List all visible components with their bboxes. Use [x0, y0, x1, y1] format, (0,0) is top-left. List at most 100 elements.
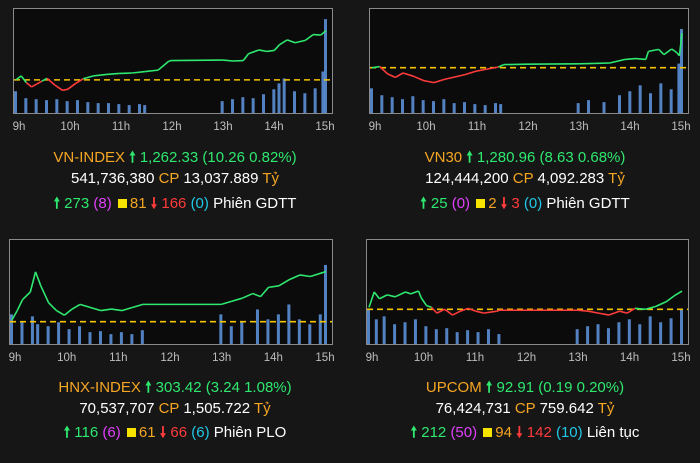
price-segment [62, 88, 68, 92]
x-tick-label: 10h [416, 121, 436, 133]
x-tick-label: 10h [413, 352, 434, 364]
price-segment [36, 80, 43, 85]
x-tick-label: 10h [57, 352, 77, 364]
volume-bar [596, 324, 600, 344]
session-label: Liên tục [586, 424, 640, 441]
square-icon [117, 199, 127, 209]
price-segment [626, 307, 636, 314]
volume-bar [677, 63, 681, 113]
x-tick-label: 11h [111, 121, 131, 133]
price-segment [394, 72, 404, 79]
volume-bar [255, 309, 259, 344]
price-segment [625, 57, 636, 61]
volume-bar [251, 98, 255, 113]
x-tick-label: 14h [619, 352, 640, 364]
price-segment [241, 292, 254, 299]
price-segment [93, 73, 107, 77]
panel-hnx-index: 9h 10h 11h 12h 13h 14h 15h HNX-INDEX 🠕 303.42 … [0, 231, 350, 463]
price-segment [15, 75, 22, 81]
x-tick-label: 13h [568, 352, 588, 364]
price-segment [299, 274, 311, 278]
arrow-up-icon: 🠕 [485, 379, 493, 396]
index-summary: VN-INDEX 🠕 1,262.33 (10.26 0.82%) [0, 147, 350, 172]
price-segment [371, 65, 380, 69]
arrow-up-icon: 🠕 [145, 379, 152, 396]
volume-bar [411, 96, 415, 113]
price-segment [25, 81, 33, 88]
volume-bar [659, 322, 663, 344]
volume-bar [78, 326, 82, 344]
ceiling-count: (0) [451, 195, 471, 212]
volume-bar [229, 326, 233, 344]
chart-plot [369, 8, 689, 114]
unit-label: Tỷ [608, 170, 625, 187]
volume-bar [98, 331, 102, 344]
cp-label: CP [512, 170, 534, 187]
volume-bar [36, 324, 40, 344]
volume-bar [86, 102, 90, 113]
volume-bar [324, 19, 327, 113]
volume-bar [119, 332, 123, 344]
price-segment [394, 291, 406, 298]
price-segment [273, 44, 281, 51]
panel-vn30: 9h 10h 11h 12h 13h 14h 15h VN30 🠕 1,280.96 (8.… [350, 0, 700, 232]
volume-bar [576, 103, 580, 113]
price-segment [132, 70, 146, 74]
volume-bar [143, 105, 147, 113]
volume-bar [390, 97, 394, 113]
breadth-row: 🠕 116 (6) 61 🠗 66 (6) Phiên PLO [0, 422, 350, 447]
unchanged-count: 94 [495, 424, 512, 441]
price-segment [673, 290, 683, 297]
volume-bar [57, 322, 61, 344]
volume-bar [413, 319, 417, 344]
volume-bar [231, 99, 234, 113]
price-segment [82, 75, 94, 80]
chart-svg [370, 29, 688, 113]
unchanged-count: 2 [488, 195, 497, 212]
price-segment [71, 303, 81, 310]
volume-bar [680, 309, 683, 344]
index-value: 92.91 [496, 379, 535, 396]
price-segment [242, 53, 250, 62]
price-segment [54, 84, 63, 91]
arrow-up-icon: 🠕 [63, 424, 71, 441]
volume-bar [486, 329, 490, 344]
price-segment [259, 286, 270, 298]
price-segment [379, 66, 389, 75]
volume-bar [424, 326, 428, 344]
x-tick-label: 9h [365, 352, 379, 364]
declines-count: 142 [526, 424, 552, 441]
floor-count: (0) [523, 195, 543, 212]
volume-bar [318, 314, 322, 344]
index-summary: UPCOM 🠕 92.91 (0.19 0.20%) [350, 377, 700, 402]
square-icon [483, 428, 493, 438]
chart-svg [10, 264, 332, 344]
advances-count: 25 [430, 195, 448, 212]
price-segment [658, 48, 665, 56]
chart-plot [366, 239, 689, 345]
x-tick-label: 10h [60, 121, 80, 133]
volume-bar [276, 314, 280, 344]
price-segment [410, 290, 419, 295]
volume-bar [34, 99, 38, 113]
price-segment [452, 310, 461, 316]
price-segment [145, 69, 159, 73]
volume-bar [14, 91, 17, 113]
volume-bar [107, 103, 110, 113]
unchanged-count: 61 [138, 424, 156, 441]
volume-bar [638, 85, 642, 113]
unit-label: Tỷ [262, 170, 279, 187]
turnover-value: 13,037.889 [183, 170, 259, 187]
volume-value: 541,736,380 [71, 170, 155, 187]
price-segment [417, 290, 422, 299]
x-tick-label: 9h [368, 121, 382, 133]
floor-count: (6) [191, 424, 210, 441]
arrow-down-icon: 🠗 [150, 195, 158, 212]
trading-volume-row: 124,444,200 CP 4,092.283 Tỷ [350, 170, 700, 187]
volume-bar [20, 322, 24, 344]
price-segment [587, 310, 599, 314]
volume-bar [130, 334, 134, 344]
ceiling-count: (8) [93, 195, 112, 212]
volume-bar [463, 102, 466, 113]
volume-bar [483, 105, 487, 113]
